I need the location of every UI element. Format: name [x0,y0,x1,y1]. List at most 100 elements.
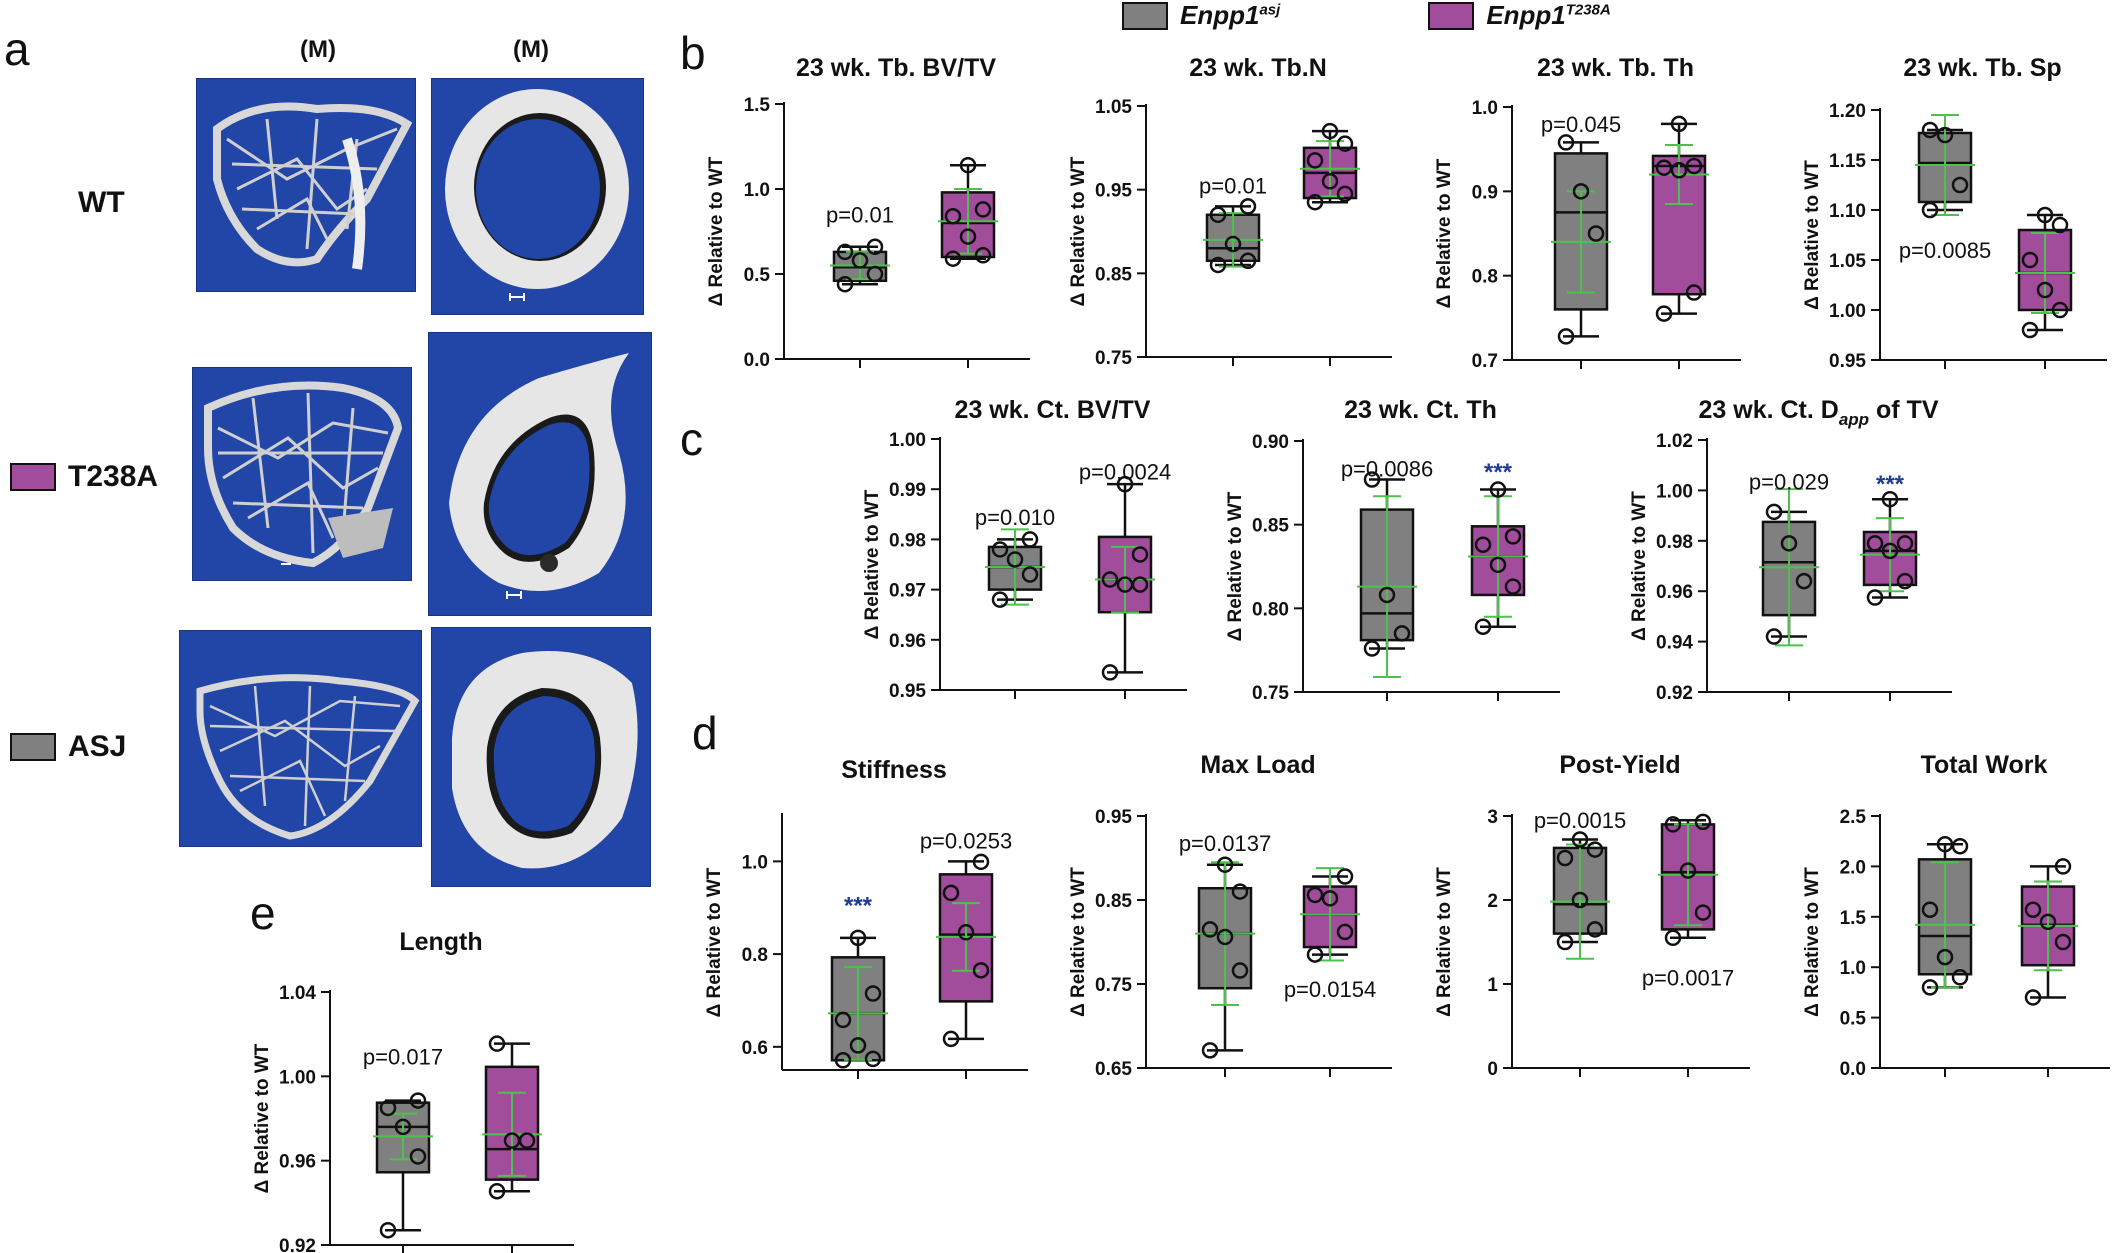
data-point [2051,301,2069,319]
data-point [1101,664,1119,681]
data-point [2051,216,2069,234]
series-t238a [1300,122,1360,211]
data-point [379,1221,397,1239]
data-point [1655,159,1673,176]
y-tick-label: 1.00 [889,430,926,451]
data-point [849,1037,867,1054]
series-asj [985,528,1045,608]
data-point [1306,152,1324,169]
series-t238a [1095,475,1155,681]
legend-label-asj: Enpp1asj [1180,0,1281,30]
data-point [1116,576,1134,593]
p-value-label: p=0.045 [1541,112,1621,137]
data-point [1679,862,1697,879]
data-point [1936,126,1954,144]
significance-stars: *** [1484,459,1513,486]
y-tick-label: 1.10 [1829,201,1866,222]
y-tick-label: 0.95 [1829,351,1866,372]
data-point [972,962,990,979]
y-tick-label: 1.05 [1829,251,1866,272]
chart-title: Max Load [1200,751,1315,779]
data-point [1363,640,1381,657]
series-asj [830,238,890,293]
p-value-label: p=0.0017 [1642,965,1734,990]
data-point [2021,321,2039,339]
data-point [1896,535,1914,552]
data-point [1556,933,1574,951]
y-axis-label: Δ Relative to WT [1225,491,1246,641]
chart-title: Length [399,928,482,956]
significance-stars: *** [1876,471,1905,498]
series-asj [1551,134,1611,345]
y-tick-label: 0.85 [1095,264,1132,285]
data-point [2054,858,2072,875]
y-tick-label: 0.96 [279,1152,316,1173]
legend-swatch-asj [1122,1,1168,30]
data-point [1321,122,1339,140]
y-tick-label: 1 [1487,975,1498,996]
data-point [851,252,869,269]
y-tick-label: 1.02 [1656,431,1693,452]
data-point [1571,891,1589,909]
row-swatch-t238a [10,463,56,491]
data-point [1685,157,1703,175]
data-point [957,924,975,941]
row-label-wt: WT [78,186,125,219]
data-point [1239,252,1257,270]
series-t238a [1300,867,1360,963]
chart-post_yield: Post-Yield 0 1 2 3 Δ Relative to WT p=0.0015 p=… [1434,751,1750,1080]
column-header-trabecular: (M) [300,36,336,63]
data-point [1306,886,1324,904]
data-point [1239,198,1257,215]
y-tick-label: 1.05 [1095,97,1132,118]
data-point [1664,816,1682,833]
data-point [866,238,884,256]
data-point [1216,856,1234,873]
data-point [1209,206,1227,224]
data-point [1116,475,1134,493]
data-point [959,228,977,245]
data-point [1209,256,1227,274]
p-value-label: p=0.01 [826,203,894,228]
y-axis-label: Δ Relative to WT [704,867,725,1017]
data-point [834,1052,852,1069]
p-value-label: p=0.0253 [920,829,1012,854]
y-tick-label: 1.5 [1840,908,1867,929]
row-label-t238a: T238A [10,460,158,494]
y-tick-label: 1.00 [279,1067,316,1088]
data-point [836,243,854,261]
data-point [1951,176,1969,194]
series-t238a [1658,813,1718,947]
data-point [944,207,962,225]
data-point [1504,578,1522,595]
data-point [1664,929,1682,947]
data-point [1306,193,1324,211]
y-tick-label: 0.0 [1840,1059,1866,1080]
data-point [991,591,1009,608]
data-point [2054,933,2072,951]
data-point [1231,883,1249,900]
y-tick-label: 3 [1487,807,1498,828]
data-point [1951,837,1969,855]
series-asj [1550,831,1610,960]
data-point [1021,566,1039,583]
data-point [2039,913,2057,931]
y-tick-label: 0.85 [1252,516,1289,537]
chart-title: Stiffness [841,756,947,784]
data-point [409,1092,427,1109]
p-value-label: p=0.0086 [1341,457,1433,482]
data-point [866,265,884,283]
series-asj [373,1092,433,1239]
data-point [1336,185,1354,203]
series-t238a [1468,481,1528,635]
y-tick-label: 2.5 [1840,807,1867,828]
data-point [972,853,990,871]
p-value-label: p=0.0024 [1079,460,1171,485]
row-swatch-asj [10,733,56,761]
series-t238a [936,853,996,1048]
data-point [1489,556,1507,574]
y-tick-label: 0.8 [1472,267,1498,288]
data-point [1670,115,1688,133]
data-point [1795,572,1813,590]
series-asj [1759,488,1819,647]
